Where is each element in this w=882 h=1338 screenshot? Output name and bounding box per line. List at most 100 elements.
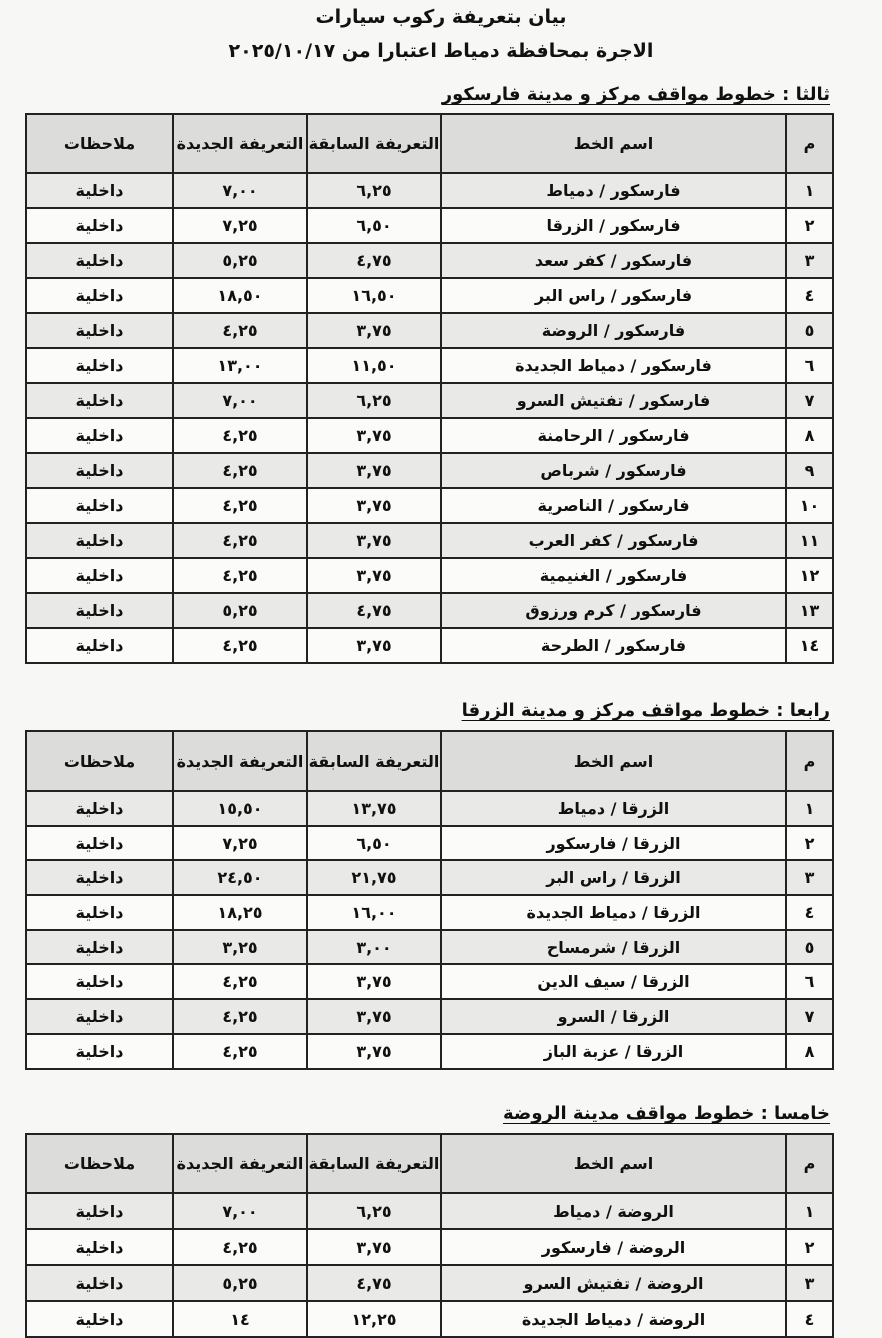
cell-row-number: ٤ — [785, 1300, 834, 1338]
cell-line-name: فارسكور / الرحامنة — [440, 417, 787, 454]
cell-previous-fare: ١٦,٥٠ — [306, 277, 442, 314]
cell-row-number: ١٢ — [785, 557, 834, 594]
fare-table: م اسم الخط التعريفة السابقة التعريفة الجديد… — [25, 113, 834, 664]
table-row: ٧ الزرقا / السرو ٣,٧٥ ٤,٢٥ داخلية — [25, 998, 834, 1035]
table-row: ٤ فارسكور / راس البر ١٦,٥٠ ١٨,٥٠ داخلية — [25, 277, 834, 314]
cell-row-number: ٣ — [785, 242, 834, 279]
table-row: ٤ الروضة / دمياط الجديدة ١٢,٢٥ ١٤ داخلية — [25, 1300, 834, 1338]
cell-new-fare: ٤,٢٥ — [172, 452, 308, 489]
cell-line-name: الزرقا / عزبة الباز — [440, 1032, 787, 1070]
cell-line-name: فارسكور / راس البر — [440, 277, 787, 314]
cell-new-fare: ٤,٢٥ — [172, 417, 308, 454]
table-row: ٣ فارسكور / كفر سعد ٤,٧٥ ٥,٢٥ داخلية — [25, 242, 834, 279]
cell-new-fare: ١٤ — [172, 1300, 308, 1338]
table-row: ٢ الروضة / فارسكور ٣,٧٥ ٤,٢٥ داخلية — [25, 1228, 834, 1266]
cell-row-number: ٦ — [785, 963, 834, 1001]
table-row: ٦ الزرقا / سيف الدين ٣,٧٥ ٤,٢٥ داخلية — [25, 963, 834, 1001]
cell-row-number: ١ — [785, 1192, 834, 1230]
cell-previous-fare: ٣,٧٥ — [306, 557, 442, 594]
document-subtitle: الاجرة بمحافظة دمياط اعتبارا من ٢٠٢٥/١٠/… — [228, 40, 654, 62]
cell-notes: داخلية — [25, 998, 174, 1035]
cell-row-number: ٢ — [785, 1228, 834, 1266]
cell-row-number: ٥ — [785, 928, 834, 966]
cell-row-number: ٥ — [785, 312, 834, 349]
header-line-name: اسم الخط — [440, 113, 787, 174]
cell-previous-fare: ٦,٥٠ — [306, 824, 442, 862]
table-row: ٢ الزرقا / فارسكور ٦,٥٠ ٧,٢٥ داخلية — [25, 824, 834, 862]
cell-notes: داخلية — [25, 382, 174, 419]
cell-row-number: ٢ — [785, 824, 834, 862]
cell-new-fare: ٤,٢٥ — [172, 1032, 308, 1070]
cell-new-fare: ١٣,٠٠ — [172, 347, 308, 384]
cell-previous-fare: ٣,٧٥ — [306, 487, 442, 524]
header-line-name: اسم الخط — [440, 730, 787, 792]
cell-new-fare: ١٨,٢٥ — [172, 894, 308, 931]
cell-notes: داخلية — [25, 1228, 174, 1266]
table-row: ٦ فارسكور / دمياط الجديدة ١١,٥٠ ١٣,٠٠ داخلية — [25, 347, 834, 384]
fare-table: م اسم الخط التعريفة السابقة التعريفة الجديد… — [25, 730, 834, 1070]
table-row: ١٢ فارسكور / الغنيمية ٣,٧٥ ٤,٢٥ داخلية — [25, 557, 834, 594]
cell-notes: داخلية — [25, 1032, 174, 1070]
cell-new-fare: ٧,٠٠ — [172, 172, 308, 209]
cell-row-number: ١ — [785, 790, 834, 827]
table-row: ٢ فارسكور / الزرقا ٦,٥٠ ٧,٢٥ داخلية — [25, 207, 834, 244]
cell-new-fare: ٤,٢٥ — [172, 1228, 308, 1266]
cell-row-number: ٦ — [785, 347, 834, 384]
header-new-fare: التعريفة الجديدة — [172, 1133, 308, 1194]
cell-line-name: الروضة / دمياط — [440, 1192, 787, 1230]
table-row: ١ فارسكور / دمياط ٦,٢٥ ٧,٠٠ داخلية — [25, 172, 834, 209]
cell-notes: داخلية — [25, 522, 174, 559]
cell-new-fare: ١٨,٥٠ — [172, 277, 308, 314]
cell-new-fare: ٧,٢٥ — [172, 207, 308, 244]
cell-new-fare: ١٥,٥٠ — [172, 790, 308, 827]
fare-table: م اسم الخط التعريفة السابقة التعريفة الجديد… — [25, 1133, 834, 1338]
cell-previous-fare: ٣,٧٥ — [306, 1228, 442, 1266]
cell-previous-fare: ٦,٢٥ — [306, 172, 442, 209]
cell-new-fare: ٤,٢٥ — [172, 998, 308, 1035]
cell-row-number: ١ — [785, 172, 834, 209]
cell-notes: داخلية — [25, 172, 174, 209]
table-row: ٨ فارسكور / الرحامنة ٣,٧٥ ٤,٢٥ داخلية — [25, 417, 834, 454]
header-previous-fare: التعريفة السابقة — [306, 730, 442, 792]
cell-row-number: ٣ — [785, 1264, 834, 1302]
cell-previous-fare: ١٢,٢٥ — [306, 1300, 442, 1338]
cell-line-name: فارسكور / الروضة — [440, 312, 787, 349]
section-title: خامسا : خطوط مواقف مدينة الروضة — [503, 1103, 830, 1124]
cell-row-number: ١٤ — [785, 627, 834, 664]
cell-notes: داخلية — [25, 592, 174, 629]
document-title: بيان بتعريفة ركوب سيارات — [315, 6, 567, 28]
cell-previous-fare: ٤,٧٥ — [306, 1264, 442, 1302]
cell-line-name: فارسكور / الزرقا — [440, 207, 787, 244]
cell-previous-fare: ٣,٧٥ — [306, 522, 442, 559]
cell-row-number: ٨ — [785, 1032, 834, 1070]
cell-line-name: الزرقا / السرو — [440, 998, 787, 1035]
cell-line-name: فارسكور / تفتيش السرو — [440, 382, 787, 419]
table-row: ١ الزرقا / دمياط ١٣,٧٥ ١٥,٥٠ داخلية — [25, 790, 834, 827]
cell-previous-fare: ٣,٠٠ — [306, 928, 442, 966]
cell-row-number: ٧ — [785, 382, 834, 419]
cell-notes: داخلية — [25, 207, 174, 244]
cell-notes: داخلية — [25, 790, 174, 827]
cell-row-number: ١١ — [785, 522, 834, 559]
table-row: ٩ فارسكور / شرباص ٣,٧٥ ٤,٢٥ داخلية — [25, 452, 834, 489]
cell-new-fare: ٤,٢٥ — [172, 627, 308, 664]
cell-previous-fare: ٤,٧٥ — [306, 242, 442, 279]
cell-previous-fare: ١٣,٧٥ — [306, 790, 442, 827]
cell-previous-fare: ١٦,٠٠ — [306, 894, 442, 931]
header-previous-fare: التعريفة السابقة — [306, 1133, 442, 1194]
header-row-number: م — [785, 730, 834, 792]
cell-notes: داخلية — [25, 242, 174, 279]
cell-notes: داخلية — [25, 277, 174, 314]
header-line-name: اسم الخط — [440, 1133, 787, 1194]
cell-new-fare: ٧,٠٠ — [172, 1192, 308, 1230]
table-row: ٥ فارسكور / الروضة ٣,٧٥ ٤,٢٥ داخلية — [25, 312, 834, 349]
cell-line-name: فارسكور / دمياط الجديدة — [440, 347, 787, 384]
cell-previous-fare: ٣,٧٥ — [306, 998, 442, 1035]
cell-new-fare: ٧,٢٥ — [172, 824, 308, 862]
cell-previous-fare: ٦,٢٥ — [306, 1192, 442, 1230]
cell-previous-fare: ١١,٥٠ — [306, 347, 442, 384]
cell-previous-fare: ٦,٥٠ — [306, 207, 442, 244]
cell-line-name: الزرقا / شرمساح — [440, 928, 787, 966]
table-header: م اسم الخط التعريفة السابقة التعريفة الجديد… — [25, 113, 834, 174]
cell-row-number: ١٣ — [785, 592, 834, 629]
